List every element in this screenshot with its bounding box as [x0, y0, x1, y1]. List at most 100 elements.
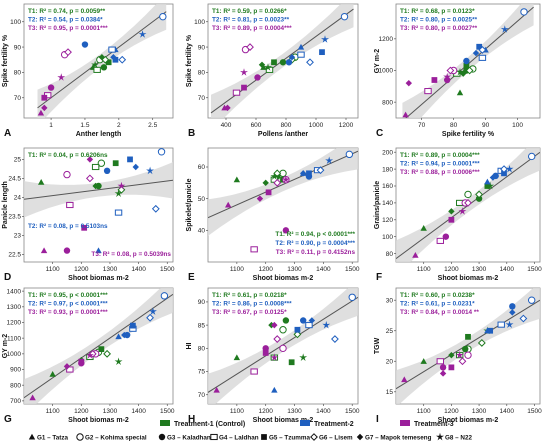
- legend-marker: [310, 433, 318, 441]
- stats-text: T3: R² = 0.67, p = 0.0125*: [212, 309, 287, 316]
- data-point: [85, 174, 94, 183]
- data-point: [146, 166, 154, 175]
- data-point: [78, 358, 85, 365]
- x-tick-label: 1500: [160, 266, 175, 273]
- data-point: [402, 111, 409, 118]
- data-point: [108, 46, 116, 53]
- data-point: [464, 351, 472, 359]
- data-point: [262, 345, 269, 352]
- y-tick-label: 23: [14, 233, 22, 240]
- data-point: [458, 357, 467, 366]
- data-point: [348, 293, 356, 301]
- data-point: [455, 351, 464, 359]
- stats-text: T3: R² = 0.88, p = 0.0006***: [400, 169, 480, 176]
- fit-line: [24, 293, 173, 399]
- data-point: [519, 314, 528, 323]
- data-point: [463, 57, 470, 65]
- data-point: [465, 66, 474, 75]
- y-tick-label: 70: [14, 95, 22, 102]
- panel-F: 1100 1200 1300 1400 1500 80 100 120 140 160 180 200…: [374, 147, 542, 283]
- data-point: [224, 104, 231, 112]
- y-tick-label: 90: [198, 299, 206, 306]
- y-tick-label: 70: [198, 392, 206, 399]
- x-tick-label: 1100: [230, 266, 244, 273]
- data-point: [465, 333, 471, 340]
- stats-text: T1: R² = 0.04, p = 0.6206ns: [28, 152, 108, 159]
- data-point: [456, 89, 464, 96]
- data-point: [97, 159, 106, 167]
- x-tick-label: 2.5: [148, 122, 157, 129]
- data-point: [436, 237, 445, 244]
- y-axis-label: Spike fertility %: [2, 34, 9, 87]
- y-tick-label: 50: [198, 196, 206, 203]
- data-points: [224, 150, 354, 253]
- data-point: [41, 94, 48, 101]
- data-point: [475, 195, 483, 202]
- data-point: [258, 61, 266, 68]
- data-point: [271, 321, 278, 329]
- data-point: [273, 169, 282, 178]
- data-point: [114, 357, 123, 365]
- data-point: [114, 209, 123, 216]
- fit-line: [208, 150, 358, 219]
- x-tick-label: 1300: [103, 266, 118, 273]
- data-point: [478, 54, 487, 61]
- data-point: [98, 54, 106, 61]
- data-point: [138, 30, 147, 38]
- legend-swatch: [400, 420, 410, 426]
- data-points: [37, 12, 167, 116]
- y-axis-label: Panicle length: [2, 181, 9, 228]
- panel-A: 1 1.5 2 2.5 70 80 90 100 Anther length Spike fert…: [2, 3, 174, 139]
- y-tick-label: 900: [10, 367, 21, 374]
- legend-marker: [158, 433, 166, 441]
- data-point: [297, 43, 305, 50]
- x-axis-label: Shoot biomas m-2: [438, 417, 499, 424]
- y-tick-label: 140: [382, 200, 393, 207]
- fit-group: [24, 288, 173, 404]
- stats-text: T1: R² = 0.68, p = 0.0123*: [400, 8, 475, 15]
- data-point: [264, 63, 272, 71]
- x-tick-label: 90: [482, 122, 490, 129]
- data-point: [486, 181, 495, 190]
- panel-letter: I: [376, 414, 379, 425]
- y-axis-label: Spike fertility %: [186, 34, 193, 87]
- y-tick-label: 100: [194, 19, 205, 26]
- data-points: [412, 152, 536, 258]
- data-point: [233, 176, 241, 183]
- data-point: [130, 322, 136, 329]
- y-axis-label: TGW: [374, 337, 381, 354]
- data-point: [462, 345, 469, 353]
- x-tick-label: 400: [221, 122, 232, 129]
- y-axis-label: Spikelet/panicle: [186, 178, 193, 231]
- y-axis-label: Grains/panicle: [374, 181, 381, 229]
- data-point: [41, 104, 48, 112]
- data-point: [81, 224, 88, 231]
- y-tick-label: 1100: [7, 335, 21, 342]
- x-tick-label: 1500: [527, 408, 542, 415]
- data-point: [322, 321, 331, 329]
- data-point: [439, 364, 447, 371]
- legend-label: Treatment-3: [414, 421, 454, 428]
- data-points: [29, 292, 169, 401]
- data-point: [321, 35, 329, 43]
- data-point: [265, 189, 272, 196]
- y-tick-label: 24.5: [8, 176, 21, 183]
- x-axis-label: Shoot biomas m-2: [68, 275, 129, 282]
- y-tick-label: 30: [386, 297, 394, 304]
- data-point: [160, 292, 169, 300]
- legend-marker: [76, 433, 84, 441]
- legend-swatch: [300, 420, 310, 426]
- data-points: [213, 293, 356, 393]
- data-point: [115, 333, 122, 340]
- data-point: [500, 25, 509, 33]
- y-tick-label: 22.5: [8, 252, 21, 259]
- stats-text: T3: R² = 0.11, p = 0.4152ns: [276, 249, 356, 256]
- stats-text: T2: R² = 0.61, p = 0.0231*: [400, 301, 475, 308]
- stats-text: T1: R² = 0.89, p = 0.0004***: [400, 152, 480, 159]
- data-point: [114, 189, 123, 197]
- panel-letter: B: [188, 128, 195, 139]
- data-point: [91, 163, 100, 171]
- data-point: [282, 227, 290, 234]
- stats-text: T1: R² = 0.74, p = 0.0059**: [28, 8, 106, 15]
